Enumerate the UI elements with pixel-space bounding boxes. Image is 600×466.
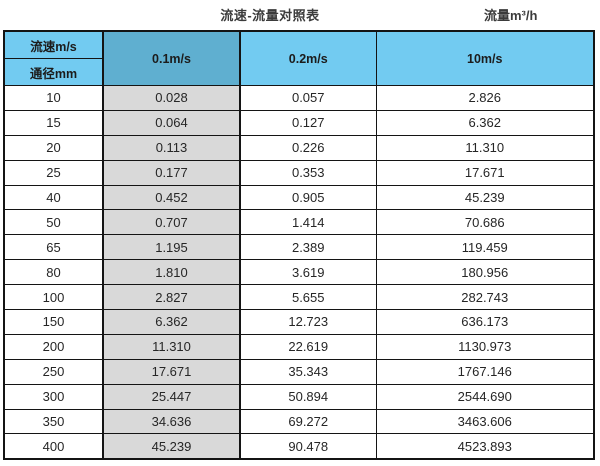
table-row: 25 0.177 0.353 17.671 — [3, 159, 595, 186]
flow-value-cell: 180.956 — [375, 259, 595, 286]
table-row: 300 25.447 50.894 2544.690 — [3, 383, 595, 410]
flow-value-cell: 11.310 — [102, 333, 241, 360]
flow-value-cell: 1.810 — [102, 259, 241, 286]
flow-value-cell: 25.447 — [102, 383, 241, 410]
flow-value-cell: 34.636 — [102, 408, 241, 435]
flow-value-cell: 4523.893 — [375, 433, 595, 460]
flow-value-cell: 1767.146 — [375, 358, 595, 385]
flow-value-cell: 22.619 — [239, 333, 377, 360]
flow-value-cell: 69.272 — [239, 408, 377, 435]
corner-header-velocity: 流速m/s — [3, 30, 104, 59]
diameter-cell: 10 — [3, 85, 104, 111]
diameter-cell: 350 — [3, 408, 104, 435]
flow-value-cell: 6.362 — [102, 309, 241, 335]
diameter-cell: 65 — [3, 234, 104, 261]
table-row: 100 2.827 5.655 282.743 — [3, 284, 595, 311]
flow-value-cell: 2.826 — [375, 85, 595, 111]
flow-value-cell: 636.173 — [375, 309, 595, 335]
flow-value-cell: 282.743 — [375, 284, 595, 311]
flow-value-cell: 3463.606 — [375, 408, 595, 435]
flow-value-cell: 0.226 — [239, 134, 377, 161]
flow-value-cell: 35.343 — [239, 358, 377, 385]
flow-value-cell: 2544.690 — [375, 383, 595, 410]
table-row: 40 0.452 0.905 45.239 — [3, 184, 595, 211]
flow-value-cell: 2.389 — [239, 234, 377, 261]
flow-value-cell: 0.028 — [102, 85, 241, 111]
table-row: 10 0.028 0.057 2.826 — [3, 85, 595, 111]
flow-value-cell: 2.827 — [102, 284, 241, 311]
flow-value-cell: 0.905 — [239, 184, 377, 211]
flow-value-cell: 45.239 — [375, 184, 595, 211]
diameter-cell: 250 — [3, 358, 104, 385]
diameter-cell: 80 — [3, 259, 104, 286]
flow-value-cell: 17.671 — [102, 358, 241, 385]
flow-value-cell: 0.057 — [239, 85, 377, 111]
diameter-cell: 300 — [3, 383, 104, 410]
flow-value-cell: 6.362 — [375, 109, 595, 136]
table-row: 80 1.810 3.619 180.956 — [3, 259, 595, 286]
flow-unit-label: 流量m³/h — [484, 8, 538, 23]
flow-value-cell: 11.310 — [375, 134, 595, 161]
table-row: 400 45.239 90.478 4523.893 — [3, 433, 595, 460]
header-row-bottom: 通径mm — [3, 58, 594, 86]
flow-value-cell: 119.459 — [375, 234, 595, 261]
diameter-cell: 20 — [3, 134, 104, 161]
table-row: 50 0.707 1.414 70.686 — [3, 209, 595, 236]
flow-value-cell: 45.239 — [102, 433, 241, 460]
flow-value-cell: 1.414 — [239, 209, 377, 236]
flow-value-cell: 0.177 — [102, 159, 241, 186]
flow-value-cell: 90.478 — [239, 433, 377, 460]
table-row: 250 17.671 35.343 1767.146 — [3, 358, 595, 385]
flow-value-cell: 3.619 — [239, 259, 377, 286]
diameter-cell: 150 — [3, 309, 104, 335]
diameter-cell: 100 — [3, 284, 104, 311]
flow-value-cell: 0.127 — [239, 109, 377, 136]
table-row: 65 1.195 2.389 119.459 — [3, 234, 595, 261]
diameter-cell: 40 — [3, 184, 104, 211]
table-row: 200 11.310 22.619 1130.973 — [3, 333, 595, 360]
flow-rate-table: 流速m/s 0.1m/s 0.2m/s 10m/s 通径mm 10 0.028 0.… — [3, 30, 595, 461]
flow-value-cell: 0.113 — [102, 134, 241, 161]
table-row: 15 0.064 0.127 6.362 — [3, 109, 595, 136]
flow-value-cell: 0.353 — [239, 159, 377, 186]
flow-value-cell: 1.195 — [102, 234, 241, 261]
flow-value-cell: 50.894 — [239, 383, 377, 410]
flow-value-cell: 1130.973 — [375, 333, 595, 360]
flow-value-cell: 70.686 — [375, 209, 595, 236]
flow-value-cell: 17.671 — [375, 159, 595, 186]
column-header-10ms: 10m/s — [375, 30, 595, 86]
column-header-0_1ms: 0.1m/s — [102, 30, 241, 86]
flow-value-cell: 5.655 — [239, 284, 377, 311]
flow-value-cell: 0.452 — [102, 184, 241, 211]
table-row: 150 6.362 12.723 636.173 — [3, 309, 595, 335]
flow-value-cell: 12.723 — [239, 309, 377, 335]
table-row: 20 0.113 0.226 11.310 — [3, 134, 595, 161]
corner-header-diameter: 通径mm — [3, 58, 104, 86]
diameter-cell: 25 — [3, 159, 104, 186]
column-header-0_2ms: 0.2m/s — [239, 30, 377, 86]
diameter-cell: 50 — [3, 209, 104, 236]
flow-value-cell: 0.064 — [102, 109, 241, 136]
table-row: 350 34.636 69.272 3463.606 — [3, 408, 595, 435]
diameter-cell: 400 — [3, 433, 104, 460]
diameter-cell: 15 — [3, 109, 104, 136]
flow-value-cell: 0.707 — [102, 209, 241, 236]
header-row-top: 流速m/s 0.1m/s 0.2m/s 10m/s — [3, 30, 595, 86]
table-body: 流速m/s 0.1m/s 0.2m/s 10m/s 通径mm 10 0.028 0.… — [3, 30, 595, 460]
diameter-cell: 200 — [3, 333, 104, 360]
page-title: 流速-流量对照表 — [220, 8, 320, 23]
